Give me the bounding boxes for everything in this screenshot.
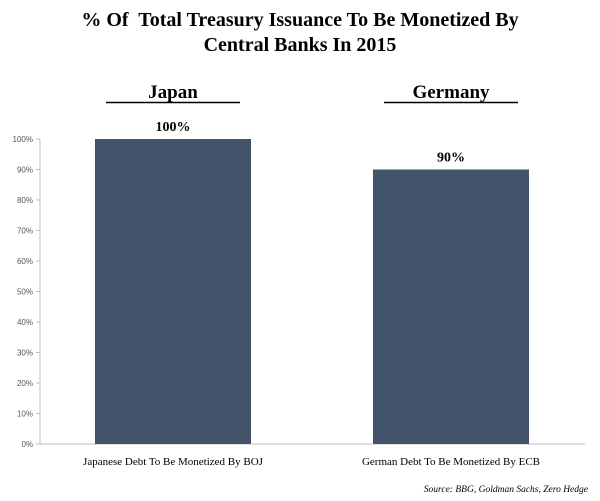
- chart-subtitle: Central Banks In 2015: [204, 34, 397, 56]
- group-headers: Japan Germany: [106, 82, 518, 104]
- y-tick-label: 60%: [17, 257, 33, 266]
- x-tick-label: Japanese Debt To Be Monetized By BOJ: [83, 456, 264, 468]
- x-tick-label: German Debt To Be Monetized By ECB: [362, 456, 540, 468]
- bar: [373, 169, 529, 444]
- y-tick-label: 90%: [17, 166, 33, 175]
- chart-title: % Of Total Treasury Issuance To Be Monet…: [81, 9, 518, 31]
- y-tick-label: 80%: [17, 196, 33, 205]
- source-note: Source: BBG, Goldman Sachs, Zero Hedge: [424, 485, 588, 495]
- y-tick-label: 50%: [17, 288, 33, 297]
- bars: 100% 90%: [95, 120, 529, 444]
- bar: [95, 139, 251, 444]
- y-tick-label: 40%: [17, 318, 33, 327]
- group-header: Japan: [148, 82, 198, 103]
- data-label: 100%: [156, 120, 191, 135]
- y-tick-label: 10%: [17, 410, 33, 419]
- group-header: Germany: [412, 82, 490, 103]
- y-tick-label: 100%: [13, 135, 33, 144]
- x-axis-labels: Japanese Debt To Be Monetized By BOJ Germ…: [83, 456, 540, 468]
- data-label: 90%: [437, 151, 465, 166]
- y-tick-label: 70%: [17, 227, 33, 236]
- y-tick-label: 0%: [21, 440, 33, 449]
- y-tick-label: 20%: [17, 379, 33, 388]
- y-tick-label: 30%: [17, 349, 33, 358]
